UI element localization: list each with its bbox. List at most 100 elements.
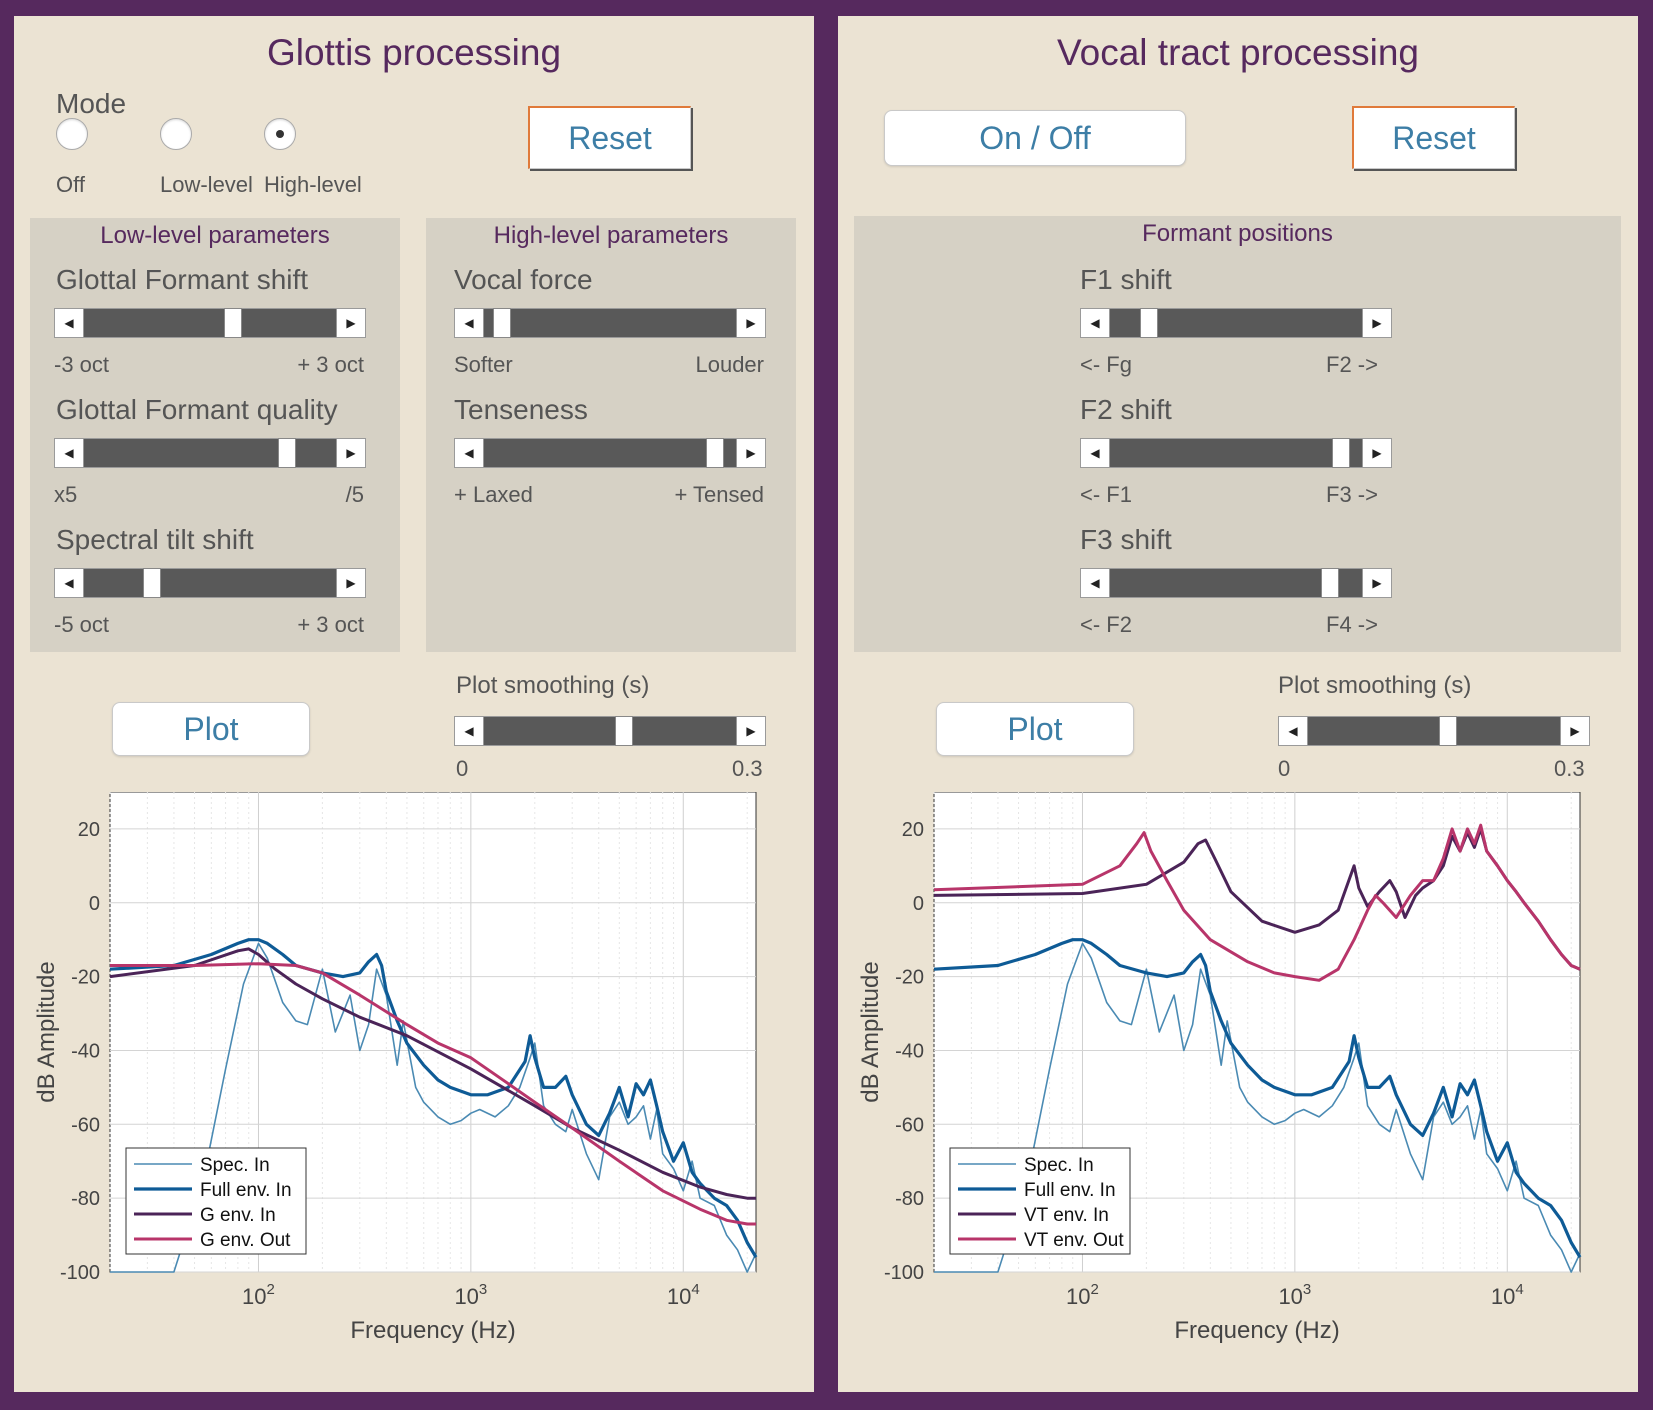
slider-min-label: -3 oct [54, 352, 110, 377]
reset-button[interactable]: Reset [528, 106, 691, 169]
group-title: Low-level parameters [100, 222, 330, 249]
slider-thumb[interactable] [1140, 308, 1158, 338]
mode-high-level-radio[interactable] [264, 118, 296, 150]
y-tick-label: 20 [78, 819, 100, 841]
tenseness-slider[interactable]: ◀ ▶ [454, 438, 766, 468]
spectral-tilt-shift-slider[interactable]: ◀ ▶ [54, 568, 366, 598]
glottal-formant-shift-label: Glottal Formant shift [56, 264, 309, 295]
y-tick-label: -80 [71, 1188, 100, 1210]
formant-positions-group: Formant positions F1 shift ◀ ▶ <- Fg F2 … [854, 216, 1621, 652]
f2-shift-slider[interactable]: ◀ ▶ [1080, 438, 1392, 468]
f1-shift-slider[interactable]: ◀ ▶ [1080, 308, 1392, 338]
legend-label: Spec. In [1024, 1155, 1094, 1176]
slider-right-arrow-icon[interactable]: ▶ [736, 717, 765, 745]
f2-shift-label: F2 shift [1080, 394, 1172, 425]
legend-label: Full env. In [200, 1180, 292, 1201]
plot-smoothing-slider[interactable]: ◀ ▶ [454, 716, 766, 746]
slider-left-arrow-icon[interactable]: ◀ [455, 439, 484, 467]
glottal-formant-quality-slider[interactable]: ◀ ▶ [54, 438, 366, 468]
slider-thumb[interactable] [493, 308, 511, 338]
slider-thumb[interactable] [1321, 568, 1339, 598]
slider-right-arrow-icon[interactable]: ▶ [1362, 309, 1391, 337]
f3-shift-slider[interactable]: ◀ ▶ [1080, 568, 1392, 598]
panel-title: Vocal tract processing [1057, 32, 1419, 73]
x-axis-label: Frequency (Hz) [1174, 1317, 1339, 1344]
slider-left-arrow-icon[interactable]: ◀ [55, 309, 84, 337]
legend [949, 1147, 1131, 1255]
slider-left-arrow-icon[interactable]: ◀ [1081, 309, 1110, 337]
legend-label: Spec. In [200, 1155, 270, 1176]
legend-label: G env. Out [200, 1230, 291, 1251]
slider-min-label: <- Fg [1080, 352, 1132, 377]
glottis-spectrum-chart: 20 0 -20 -40 -60 -80 -100 102 103 104 Frequency (H… [33, 792, 758, 1344]
series-line [109, 947, 756, 1200]
slider-left-arrow-icon[interactable]: ◀ [1081, 439, 1110, 467]
slider-right-arrow-icon[interactable]: ▶ [1362, 569, 1391, 597]
slider-thumb[interactable] [615, 716, 633, 746]
slider-right-arrow-icon[interactable]: ▶ [336, 569, 365, 597]
slider-left-arrow-icon[interactable]: ◀ [1279, 717, 1308, 745]
slider-right-arrow-icon[interactable]: ▶ [736, 439, 765, 467]
slider-max-label: 0.3 [732, 756, 763, 781]
y-tick-label: -80 [895, 1188, 924, 1210]
y-tick-label: -20 [895, 967, 924, 989]
reset-button[interactable]: Reset [1352, 106, 1515, 169]
plot-button[interactable]: Plot [112, 702, 310, 756]
slider-max-label: F2 -> [1326, 352, 1378, 377]
x-axis-label: Frequency (Hz) [350, 1317, 515, 1344]
slider-right-arrow-icon[interactable]: ▶ [1560, 717, 1589, 745]
panel-title: Glottis processing [266, 32, 562, 73]
legend [125, 1147, 307, 1255]
slider-left-arrow-icon[interactable]: ◀ [455, 717, 484, 745]
y-tick-label: -40 [71, 1040, 100, 1062]
series-line [933, 938, 1582, 1259]
series-line [934, 942, 1581, 1273]
mode-off-radio[interactable] [56, 118, 88, 150]
vocal-tract-panel: Vocal tract processing On / Off Reset Fo… [838, 16, 1638, 1392]
slider-min-label: <- F1 [1080, 482, 1132, 507]
mode-low-level-radio[interactable] [160, 118, 192, 150]
plot-smoothing-label: Plot smoothing (s) [456, 672, 650, 699]
y-axis-label: dB Amplitude [33, 961, 60, 1102]
slider-right-arrow-icon[interactable]: ▶ [736, 309, 765, 337]
slider-left-arrow-icon[interactable]: ◀ [55, 569, 84, 597]
group-title: High-level parameters [493, 222, 729, 249]
slider-thumb[interactable] [706, 438, 724, 468]
slider-left-arrow-icon[interactable]: ◀ [455, 309, 484, 337]
y-tick-label: -100 [884, 1262, 924, 1284]
slider-thumb[interactable] [1332, 438, 1350, 468]
legend-label: G env. In [200, 1205, 276, 1226]
f3-shift-label: F3 shift [1080, 524, 1172, 555]
legend-label: Full env. In [1024, 1180, 1116, 1201]
on-off-button[interactable]: On / Off [884, 110, 1186, 166]
slider-thumb[interactable] [1439, 716, 1457, 746]
vocal-force-slider[interactable]: ◀ ▶ [454, 308, 766, 338]
slider-thumb[interactable] [143, 568, 161, 598]
low-level-parameters-group: Low-level parameters Glottal Formant shi… [30, 218, 400, 652]
plot-button[interactable]: Plot [936, 702, 1134, 756]
series-line [933, 823, 1581, 982]
slider-max-label: /5 [345, 482, 364, 507]
slider-right-arrow-icon[interactable]: ▶ [336, 309, 365, 337]
y-tick-label: -100 [60, 1262, 100, 1284]
slider-left-arrow-icon[interactable]: ◀ [55, 439, 84, 467]
slider-thumb[interactable] [278, 438, 296, 468]
slider-right-arrow-icon[interactable]: ▶ [336, 439, 365, 467]
glottal-formant-shift-slider[interactable]: ◀ ▶ [54, 308, 366, 338]
y-tick-label: 0 [89, 893, 100, 915]
series-line [110, 942, 757, 1273]
slider-min-label: x5 [54, 482, 78, 507]
plot-smoothing-slider[interactable]: ◀ ▶ [1278, 716, 1590, 746]
y-tick-label: -60 [895, 1114, 924, 1136]
vocal-tract-spectrum-chart: 20 0 -20 -40 -60 -80 -100 102 103 104 Frequency (H… [857, 792, 1582, 1344]
mode-high-level-label: High-level [264, 172, 362, 197]
series-line [110, 962, 756, 1226]
y-tick-label: 0 [913, 893, 924, 915]
slider-left-arrow-icon[interactable]: ◀ [1081, 569, 1110, 597]
slider-right-arrow-icon[interactable]: ▶ [1362, 439, 1391, 467]
slider-thumb[interactable] [224, 308, 242, 338]
spectral-tilt-shift-label: Spectral tilt shift [56, 524, 254, 555]
slider-max-label: + 3 oct [297, 612, 364, 637]
high-level-parameters-group: High-level parameters Vocal force ◀ ▶ So… [426, 218, 796, 652]
tenseness-label: Tenseness [454, 394, 588, 425]
